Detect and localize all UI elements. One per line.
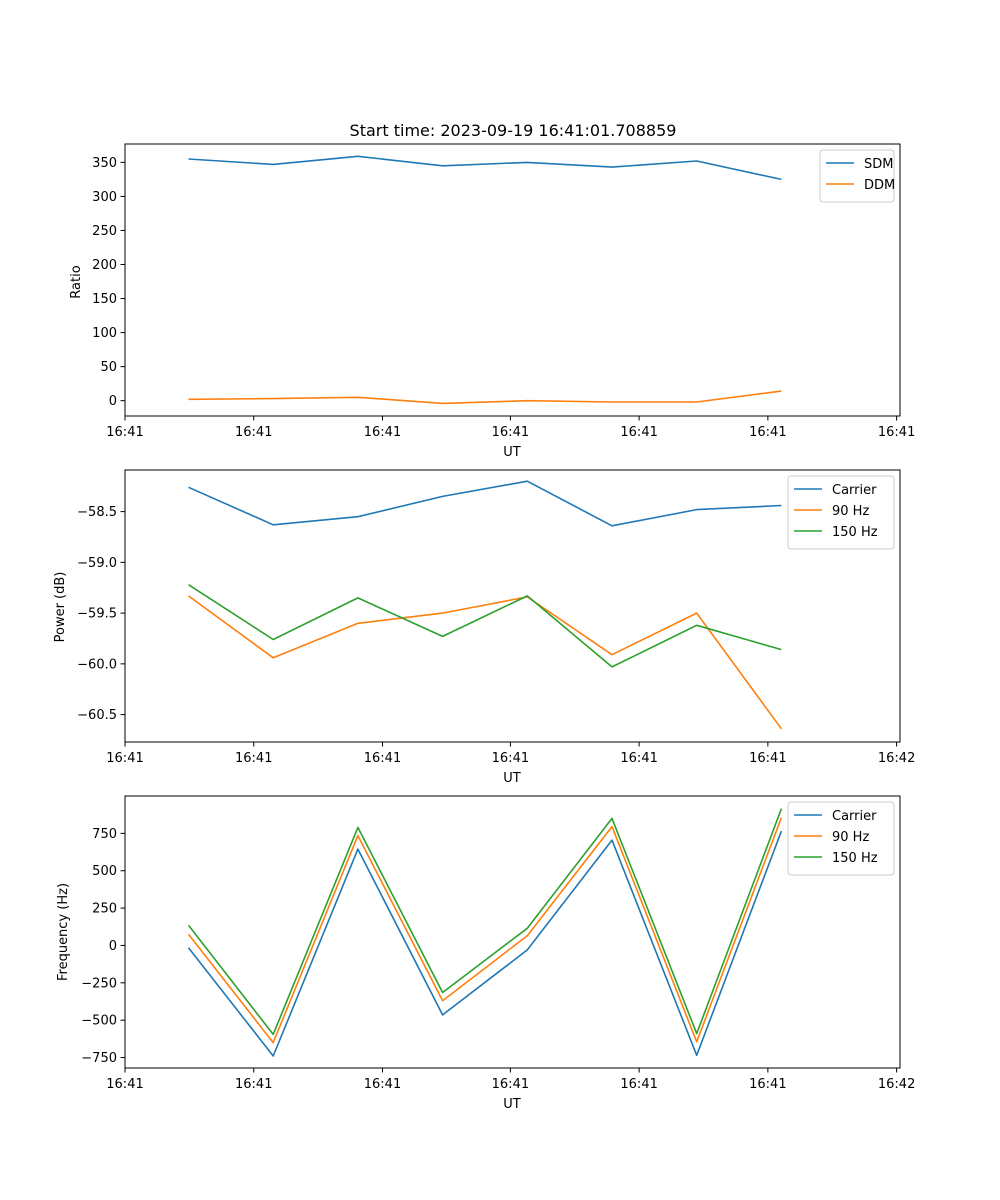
y-tick-label: 250 bbox=[92, 902, 117, 917]
x-tick-label: 16:41 bbox=[749, 751, 786, 766]
x-axis-label: UT bbox=[503, 445, 521, 460]
axes-frame bbox=[124, 143, 901, 417]
y-tick-label: −60.0 bbox=[77, 657, 117, 672]
x-tick-label: 16:41 bbox=[364, 1077, 401, 1092]
x-tick-label: 16:41 bbox=[106, 425, 143, 440]
y-axis-label: Ratio bbox=[69, 265, 84, 298]
legend-label: SDM bbox=[864, 157, 893, 172]
y-tick-label: −500 bbox=[81, 1014, 117, 1029]
y-tick-label: −60.5 bbox=[77, 708, 117, 723]
y-tick-label: 50 bbox=[100, 360, 117, 375]
x-tick-label: 16:41 bbox=[492, 1077, 529, 1092]
legend-label: Carrier bbox=[832, 809, 877, 824]
legend: Carrier 90 Hz 150 Hz bbox=[787, 801, 895, 876]
x-tick-label: 16:41 bbox=[106, 1077, 143, 1092]
y-tick-label: −250 bbox=[81, 976, 117, 991]
series-line-ddm bbox=[188, 390, 782, 405]
x-tick-label: 16:41 bbox=[620, 751, 657, 766]
x-tick-label: 16:41 bbox=[106, 751, 143, 766]
series-line-90-hz bbox=[188, 595, 783, 730]
legend: Carrier 90 Hz 150 Hz bbox=[787, 475, 895, 550]
series-line-sdm bbox=[188, 155, 782, 181]
y-tick-label: −750 bbox=[81, 1051, 117, 1066]
x-tick-label: 16:41 bbox=[235, 1077, 272, 1092]
x-tick-label: 16:42 bbox=[878, 751, 915, 766]
y-tick-label: −59.5 bbox=[77, 607, 117, 622]
legend-label: 90 Hz bbox=[832, 504, 869, 519]
legend-label: 150 Hz bbox=[832, 525, 878, 540]
y-tick-label: 200 bbox=[92, 258, 117, 273]
x-tick-label: 16:41 bbox=[878, 425, 915, 440]
x-tick-label: 16:41 bbox=[492, 751, 529, 766]
ratio-panel: UT Ratio 16:41 16:41 16:41 16:41 16:41 16:41 1… bbox=[69, 143, 915, 460]
power-panel: UT Power (dB) 16:41 16:41 16:41 16:41 16:41 1… bbox=[53, 469, 915, 786]
x-tick-label: 16:41 bbox=[620, 1077, 657, 1092]
x-axis-label: UT bbox=[503, 1097, 521, 1112]
y-tick-label: 150 bbox=[92, 292, 117, 307]
y-tick-label: 0 bbox=[109, 394, 117, 409]
chart-title: Start time: 2023-09-19 16:41:01.708859 bbox=[350, 121, 677, 140]
frequency-panel: UT Frequency (Hz) 16:41 16:41 16:41 16:41 16… bbox=[56, 795, 915, 1112]
y-axis-label: Power (dB) bbox=[53, 572, 68, 643]
x-tick-label: 16:41 bbox=[364, 751, 401, 766]
series-line-90-hz bbox=[187, 817, 783, 1044]
x-tick-label: 16:41 bbox=[749, 1077, 786, 1092]
axes-frame bbox=[124, 795, 901, 1069]
x-tick-label: 16:41 bbox=[492, 425, 529, 440]
legend: SDM DDM bbox=[819, 149, 895, 203]
y-tick-label: −58.5 bbox=[77, 505, 117, 520]
x-tick-label: 16:41 bbox=[749, 425, 786, 440]
x-tick-label: 16:41 bbox=[620, 425, 657, 440]
series-line-carrier bbox=[187, 830, 783, 1057]
y-tick-label: −59.0 bbox=[77, 556, 117, 571]
legend-label: 90 Hz bbox=[832, 830, 869, 845]
series-line-150-hz bbox=[188, 584, 782, 668]
y-tick-label: 0 bbox=[109, 939, 117, 954]
y-tick-label: 500 bbox=[92, 864, 117, 879]
x-tick-label: 16:41 bbox=[364, 425, 401, 440]
x-tick-label: 16:41 bbox=[235, 751, 272, 766]
legend-label: DDM bbox=[864, 178, 895, 193]
x-tick-label: 16:41 bbox=[235, 425, 272, 440]
series-line-carrier bbox=[188, 480, 782, 527]
legend-label: Carrier bbox=[832, 483, 877, 498]
y-tick-label: 750 bbox=[92, 827, 117, 842]
y-axis-label: Frequency (Hz) bbox=[56, 883, 71, 981]
axes-frame bbox=[124, 469, 901, 743]
y-tick-label: 300 bbox=[92, 190, 117, 205]
x-axis-label: UT bbox=[503, 771, 521, 786]
x-tick-label: 16:42 bbox=[878, 1077, 915, 1092]
y-tick-label: 350 bbox=[92, 156, 117, 171]
series-line-150-hz bbox=[187, 808, 783, 1036]
y-tick-label: 100 bbox=[92, 326, 117, 341]
legend-label: 150 Hz bbox=[832, 851, 878, 866]
y-tick-label: 250 bbox=[92, 224, 117, 239]
